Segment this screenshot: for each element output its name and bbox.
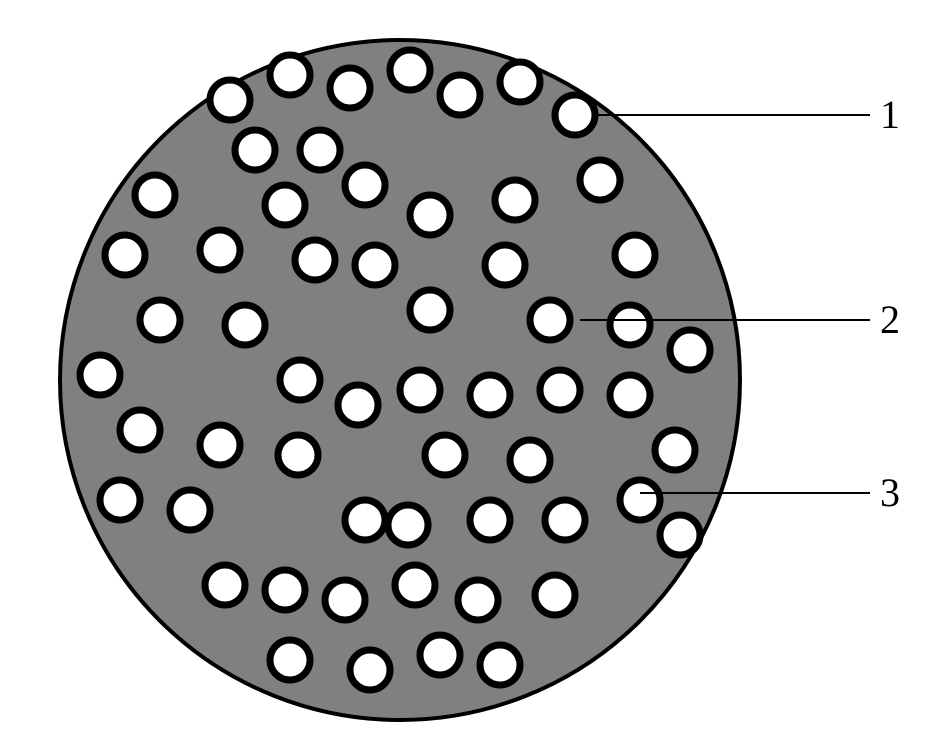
particle-circle xyxy=(350,650,390,690)
particle-circle xyxy=(105,235,145,275)
particle-circle xyxy=(265,185,305,225)
particle-circle xyxy=(270,640,310,680)
particle-circle xyxy=(425,435,465,475)
particle-circle xyxy=(120,410,160,450)
particle-circle xyxy=(100,480,140,520)
particle-circle xyxy=(295,240,335,280)
particle-circle xyxy=(338,385,378,425)
particle-circle xyxy=(265,570,305,610)
particle-circle xyxy=(480,645,520,685)
particle-circle xyxy=(470,375,510,415)
particle-circle xyxy=(280,360,320,400)
particle-circle xyxy=(345,500,385,540)
particle-circle xyxy=(540,370,580,410)
particle-circle xyxy=(535,575,575,615)
particle-circle xyxy=(300,130,340,170)
particle-circle xyxy=(410,290,450,330)
particle-circle xyxy=(410,195,450,235)
particle-circle xyxy=(395,565,435,605)
particle-circle xyxy=(660,515,700,555)
particle-circle xyxy=(545,500,585,540)
particle-circle xyxy=(80,355,120,395)
particle-circle xyxy=(270,55,310,95)
particle-circle xyxy=(485,245,525,285)
particle-circle xyxy=(278,435,318,475)
particle-circle xyxy=(400,370,440,410)
particle-circle xyxy=(330,68,370,108)
particle-circle xyxy=(555,95,595,135)
particle-circle xyxy=(470,500,510,540)
particle-circle xyxy=(610,375,650,415)
particle-circle xyxy=(345,165,385,205)
leader2-label: 2 xyxy=(880,297,900,342)
particle-circle xyxy=(670,330,710,370)
particle-circle xyxy=(388,505,428,545)
particle-circle xyxy=(440,75,480,115)
particle-circle xyxy=(140,300,180,340)
particle-circle xyxy=(458,580,498,620)
particle-circle xyxy=(500,62,540,102)
particle-circle xyxy=(420,635,460,675)
particle-circle xyxy=(200,230,240,270)
particle-circle xyxy=(200,425,240,465)
particle-circle xyxy=(235,130,275,170)
particle-circle xyxy=(610,305,650,345)
particle-circle xyxy=(205,565,245,605)
particle-circle xyxy=(620,480,660,520)
particle-circle xyxy=(355,245,395,285)
particle-circle xyxy=(210,80,250,120)
particle-circle xyxy=(530,300,570,340)
leader3-label: 3 xyxy=(880,470,900,515)
particle-circle xyxy=(135,175,175,215)
particle-circle xyxy=(615,235,655,275)
particle-circle xyxy=(225,305,265,345)
particle-circle xyxy=(390,50,430,90)
particle-circle xyxy=(170,490,210,530)
leader1-label: 1 xyxy=(880,92,900,137)
particle-circle xyxy=(655,430,695,470)
particle-circle xyxy=(325,580,365,620)
diagram-canvas: 1 2 3 xyxy=(0,0,951,755)
particle-circle xyxy=(580,160,620,200)
particle-circle xyxy=(495,180,535,220)
particle-circle xyxy=(510,440,550,480)
